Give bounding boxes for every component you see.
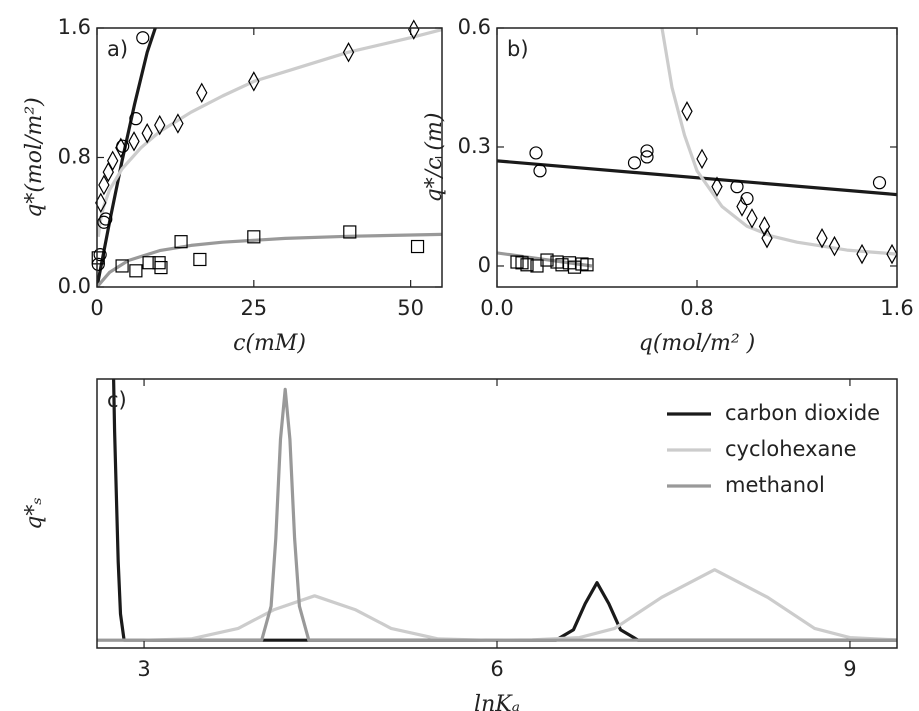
point xyxy=(193,252,207,267)
panel-label: c) xyxy=(107,388,127,412)
y-tick-label: 0 xyxy=(478,253,491,277)
point xyxy=(711,176,723,197)
point xyxy=(248,71,260,92)
point xyxy=(410,239,425,254)
point xyxy=(98,174,110,196)
point xyxy=(640,150,654,164)
point xyxy=(247,230,261,244)
x-axis-label: q(mol/m² ) xyxy=(639,331,755,356)
series-line xyxy=(97,387,897,642)
point xyxy=(681,101,693,122)
point xyxy=(154,260,168,275)
series-line xyxy=(97,28,442,237)
y-tick-label: 0.6 xyxy=(458,15,491,39)
point xyxy=(115,259,129,273)
point xyxy=(129,264,143,278)
y-tick-label: 0.8 xyxy=(58,145,91,169)
point xyxy=(115,137,127,159)
panel-label: a) xyxy=(107,37,128,61)
y-axis-label: q*(mol/m²) xyxy=(22,97,47,217)
series-line xyxy=(97,568,897,642)
x-tick-label: 1.6 xyxy=(880,296,913,320)
point xyxy=(515,256,529,270)
point xyxy=(152,256,166,270)
point xyxy=(97,215,111,229)
point xyxy=(129,112,143,126)
axes-frame xyxy=(96,27,443,288)
point xyxy=(730,180,744,194)
legend-label: methanol xyxy=(725,473,825,497)
x-tick-label: 50 xyxy=(397,296,424,320)
point xyxy=(106,150,119,171)
point xyxy=(172,113,184,134)
point xyxy=(886,243,898,265)
series-line xyxy=(112,379,897,642)
point xyxy=(136,31,150,45)
x-tick-label: 0 xyxy=(90,296,103,320)
x-tick-label: 3 xyxy=(137,657,150,681)
point xyxy=(746,208,758,229)
point xyxy=(154,114,166,136)
point xyxy=(99,212,113,226)
point xyxy=(736,196,748,217)
series-line xyxy=(97,28,157,287)
series-line xyxy=(97,232,442,287)
x-axis-label: c(mM) xyxy=(233,331,306,356)
legend-label: cyclohexane xyxy=(725,437,857,461)
point xyxy=(174,235,188,249)
x-tick-label: 25 xyxy=(240,296,267,320)
point xyxy=(816,227,828,249)
point xyxy=(540,253,554,267)
series-line xyxy=(660,28,897,256)
point xyxy=(872,176,887,190)
point xyxy=(91,251,105,265)
point xyxy=(520,258,534,272)
point xyxy=(533,164,547,178)
y-tick-label: 1.6 xyxy=(58,15,91,39)
point xyxy=(575,257,589,271)
series-line xyxy=(497,159,897,197)
x-axis-label: lnKₐ xyxy=(474,692,520,711)
x-tick-label: 6 xyxy=(490,657,503,681)
point xyxy=(856,243,868,265)
plot-area xyxy=(97,379,897,642)
point xyxy=(141,122,153,144)
plot-area xyxy=(97,28,442,287)
y-axis-label: q*/c (m) xyxy=(422,113,447,203)
point xyxy=(342,42,355,63)
point xyxy=(828,235,841,257)
legend-label: carbon dioxide xyxy=(725,401,880,425)
y-axis-label: q*ₛ xyxy=(22,497,47,530)
point xyxy=(128,131,140,152)
axes-frame xyxy=(496,27,898,288)
point xyxy=(758,216,771,237)
plot-area xyxy=(497,28,897,268)
point xyxy=(627,156,642,170)
point xyxy=(640,144,654,158)
point xyxy=(196,82,208,103)
point xyxy=(696,148,708,170)
point xyxy=(343,225,357,239)
point xyxy=(510,255,524,269)
panel-label: b) xyxy=(507,37,529,61)
x-tick-label: 9 xyxy=(843,657,856,681)
point xyxy=(408,19,420,40)
x-tick-label: 0.0 xyxy=(480,296,513,320)
y-tick-label: 0.3 xyxy=(458,134,491,158)
point xyxy=(529,146,543,160)
point xyxy=(580,258,594,272)
point xyxy=(761,227,773,249)
axes-frame xyxy=(96,378,898,649)
y-tick-label: 0.0 xyxy=(58,274,91,298)
point xyxy=(93,248,107,262)
x-tick-label: 0.8 xyxy=(680,296,713,320)
